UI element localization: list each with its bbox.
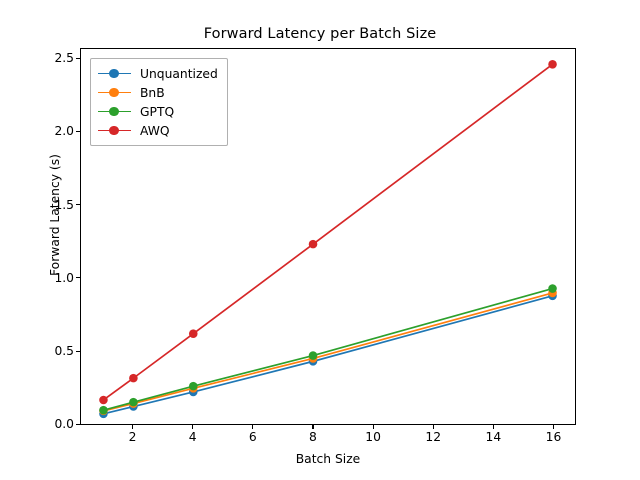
legend-label: GPTQ — [140, 104, 175, 119]
y-tick-label: 1.0 — [54, 270, 74, 285]
y-tick-label: 1.5 — [54, 197, 74, 212]
legend-marker-icon — [98, 67, 131, 81]
data-point-marker — [188, 329, 198, 338]
data-point-marker — [129, 397, 138, 407]
x-tick-label: 8 — [309, 430, 317, 444]
x-tick-mark — [192, 425, 194, 429]
x-tick-label: 2 — [128, 430, 137, 444]
x-axis-label: Batch Size — [295, 452, 361, 466]
y-tick-mark — [76, 350, 80, 352]
y-tick-mark — [76, 204, 80, 206]
legend-label: Unquantized — [140, 66, 218, 81]
plot-lines — [99, 60, 557, 419]
data-point-marker — [188, 381, 198, 391]
chart-title: Forward Latency per Batch Size — [203, 26, 437, 42]
x-tick-label: 6 — [248, 430, 257, 444]
data-point-marker — [99, 405, 108, 415]
x-tick-label: 12 — [425, 430, 442, 444]
x-tick-mark — [252, 425, 254, 429]
legend-item-bnb[interactable]: BnB — [98, 83, 218, 102]
y-tick-mark — [76, 277, 80, 279]
data-point-marker — [99, 395, 108, 405]
y-axis-label: Forward Latency (s) — [48, 154, 62, 276]
y-tick-label: 0.0 — [54, 417, 74, 432]
x-tick-mark — [432, 425, 434, 429]
y-tick-mark — [76, 57, 80, 59]
y-tick-label: 2.5 — [54, 51, 74, 66]
x-tick-mark — [372, 425, 374, 429]
data-point-marker — [548, 284, 557, 293]
data-point-marker — [548, 60, 557, 69]
x-tick-label: 4 — [188, 430, 197, 444]
legend-marker-icon — [98, 124, 131, 138]
data-point-marker — [308, 351, 318, 360]
x-tick-mark — [492, 425, 494, 429]
x-tick-mark — [132, 425, 134, 429]
x-tick-label: 14 — [485, 430, 502, 444]
data-point-marker — [308, 239, 318, 249]
chart-legend: Unquantized BnB GPTQ AWQ — [90, 58, 228, 146]
legend-marker-icon — [98, 105, 131, 119]
y-tick-mark — [76, 423, 80, 425]
x-tick-label: 16 — [545, 430, 562, 444]
legend-item-unquantized[interactable]: Unquantized — [98, 64, 218, 83]
y-tick-label: 2.0 — [54, 124, 74, 139]
legend-label: BnB — [140, 85, 165, 100]
data-point-marker — [129, 373, 138, 383]
x-tick-label: 10 — [365, 430, 381, 444]
y-tick-mark — [76, 130, 80, 132]
legend-item-gptq[interactable]: GPTQ — [98, 102, 218, 121]
y-tick-label: 0.5 — [54, 344, 74, 359]
x-tick-mark — [552, 425, 554, 429]
legend-label: AWQ — [140, 123, 170, 138]
legend-marker-icon — [98, 86, 131, 100]
legend-item-awq[interactable]: AWQ — [98, 121, 218, 140]
x-tick-mark — [312, 425, 314, 429]
